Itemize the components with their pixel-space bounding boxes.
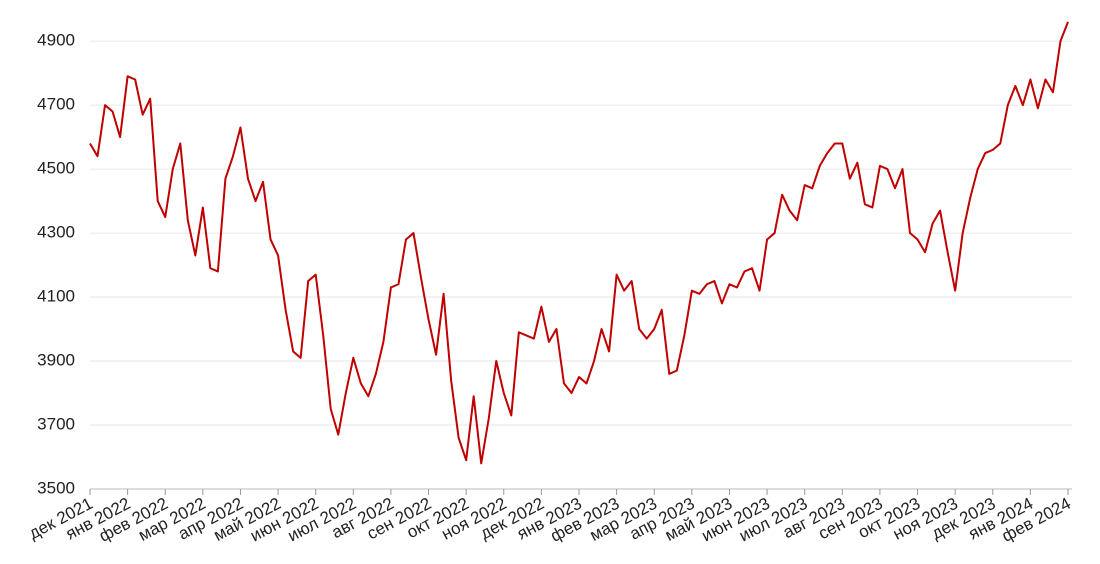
y-tick-label: 4500	[37, 159, 75, 178]
y-tick-label: 3500	[37, 478, 75, 497]
y-tick-label: 4700	[37, 95, 75, 114]
y-tick-label: 3700	[37, 415, 75, 434]
line	[89, 21, 1069, 465]
y-tick-label: 4300	[37, 223, 75, 242]
y-tick-label: 4900	[37, 31, 75, 50]
y-tick-label: 3900	[37, 351, 75, 370]
y-tick-label: 4100	[37, 287, 75, 306]
